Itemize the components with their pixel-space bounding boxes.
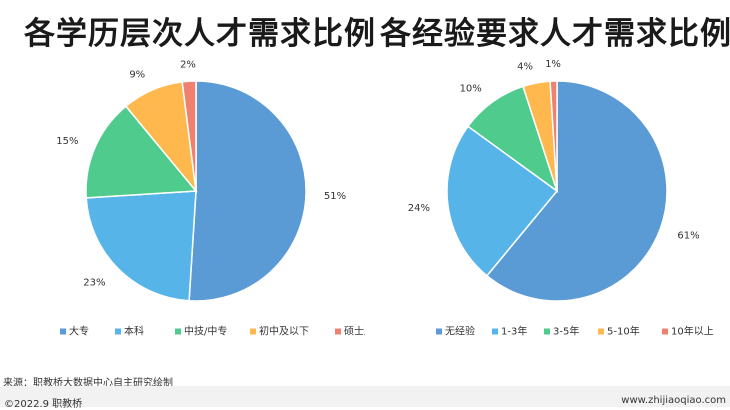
legend-swatch	[598, 328, 604, 335]
data-label: 15%	[56, 136, 78, 147]
data-label: 61%	[677, 230, 699, 241]
pie-chart-experience: 61% 24% 10% 4% 1% 无经验 1-3年 3-5年 5-10年 10年以上	[408, 59, 714, 338]
website: www.zhijiaoqiao.com	[621, 395, 726, 406]
copyright: ©2022.9 职教桥	[4, 399, 83, 410]
pie-slice-无经验	[485, 80, 668, 302]
data-label: 23%	[83, 278, 105, 289]
legend-swatch	[662, 328, 668, 335]
legend-entry: 1-3年	[501, 325, 527, 338]
chart-title-experience: 各经验要求人才需求比例	[380, 16, 730, 52]
legend-entry: 硕士及以上	[344, 325, 365, 338]
legend-swatch	[492, 328, 498, 335]
data-label: 4%	[517, 61, 533, 72]
pie-chart-education: 51% 23% 15% 9% 2% 大专 本科 中技/中专 初中及以下 硕士及以上	[56, 59, 365, 338]
legend-entry: 无经验	[445, 325, 475, 338]
legend-swatch	[115, 328, 121, 335]
data-label: 1%	[545, 59, 561, 70]
legend-entry: 本科	[124, 325, 144, 338]
footer-bar	[0, 386, 730, 407]
data-label: 51%	[324, 191, 346, 202]
legend-swatch	[60, 328, 66, 335]
pie-slice-本科	[85, 190, 197, 302]
legend-swatch	[175, 328, 181, 335]
source-note: 来源：职教桥大数据中心自主研究绘制	[3, 378, 173, 389]
legend-swatch	[544, 328, 550, 335]
legend-entry: 初中及以下	[259, 325, 309, 338]
legend-swatch	[335, 328, 341, 335]
pie-slice-中技/中专	[85, 105, 198, 199]
legend-swatch	[250, 328, 256, 335]
data-label: 9%	[129, 70, 145, 81]
chart-title-education: 各学历层次人才需求比例	[24, 16, 376, 52]
legend-entry: 3-5年	[553, 325, 579, 338]
pie-slice-10年以上	[549, 80, 558, 192]
data-label: 10%	[460, 83, 482, 94]
pie-slice-硕士及以上	[181, 80, 197, 192]
data-label: 2%	[180, 59, 196, 70]
legend-entry: 10年以上	[671, 325, 714, 338]
pie-slice-大专	[188, 80, 307, 302]
data-label: 24%	[408, 203, 430, 214]
legend-entry: 中技/中专	[184, 325, 227, 338]
legend-entry: 5-10年	[607, 325, 640, 338]
pie-slice-1-3年	[446, 125, 559, 277]
legend-swatch	[436, 328, 442, 335]
legend-entry: 大专	[69, 325, 89, 338]
